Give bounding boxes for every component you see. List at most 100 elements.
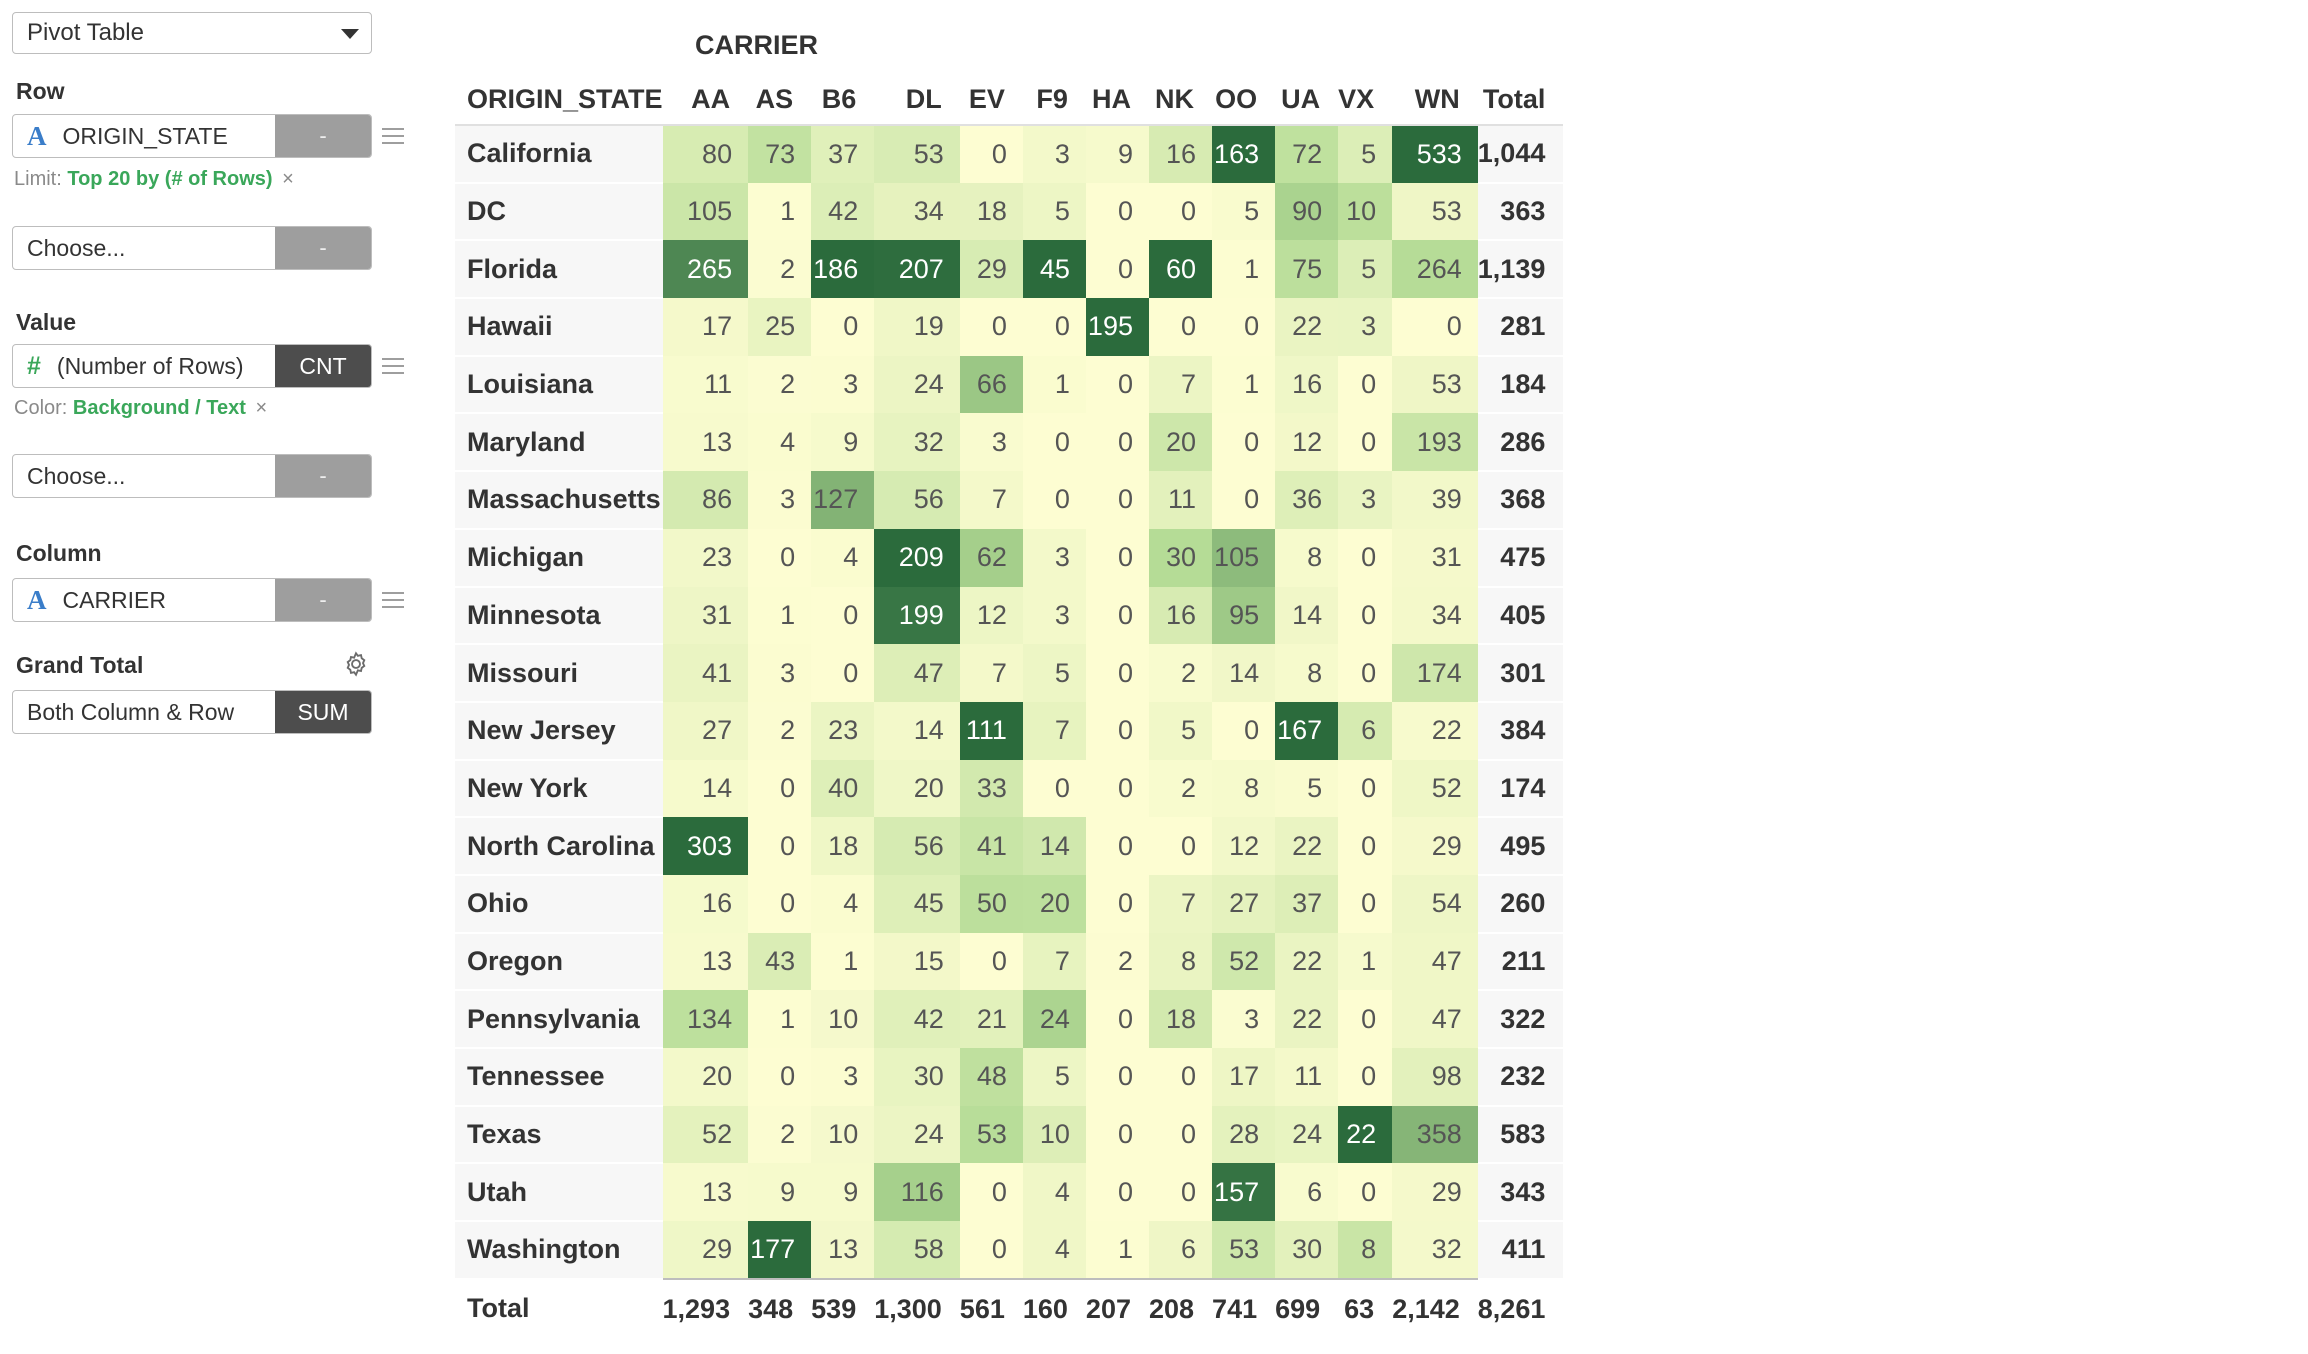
value-cell: 9 <box>811 1163 875 1222</box>
value-cell: 0 <box>1085 355 1149 414</box>
value-cell: 80 <box>662 125 749 183</box>
value-cell: 0 <box>748 528 812 587</box>
value-cell: 41 <box>959 817 1023 875</box>
value-cell: 0 <box>1085 874 1149 933</box>
value-cell: 0 <box>1085 1048 1149 1106</box>
row-label: Pennsylvania <box>455 990 663 1049</box>
value-cell: 7 <box>959 644 1023 702</box>
remove-color-icon[interactable]: × <box>255 397 268 419</box>
value-cell: 207 <box>874 240 960 299</box>
value-cell: 105 <box>1212 528 1276 587</box>
row-drag-handle-icon[interactable] <box>382 128 404 144</box>
value-cell: 5 <box>1022 644 1086 702</box>
value-cell: 0 <box>748 817 812 875</box>
row-field-button[interactable]: - <box>275 115 371 157</box>
value-cell: 72 <box>1275 125 1339 183</box>
table-row: California 80 73 37 53 0 3 9 16 163 72 5 533 1,044 <box>455 125 1564 184</box>
value-cell: 22 <box>1275 298 1339 356</box>
value-cell: 0 <box>1085 817 1149 875</box>
aggregation-button[interactable]: CNT <box>275 345 371 387</box>
value-cell: 7 <box>1022 932 1086 991</box>
row-label: Missouri <box>455 644 663 703</box>
value-cell: 2 <box>1085 932 1149 991</box>
value-cell: 105 <box>662 182 749 241</box>
value-cell: 29 <box>959 240 1023 299</box>
value-cell: 62 <box>959 528 1023 587</box>
value-drag-handle-icon[interactable] <box>382 358 404 374</box>
value-cell: 3 <box>1022 586 1086 645</box>
value-cell: 73 <box>748 125 812 183</box>
value-cell: 358 <box>1392 1105 1478 1164</box>
value-cell: 42 <box>811 182 875 241</box>
value-cell: 0 <box>1392 298 1478 356</box>
row-field[interactable]: A ORIGIN_STATE - <box>12 114 372 158</box>
row-total-cell: 384 <box>1477 701 1564 761</box>
remove-limit-icon[interactable]: × <box>282 168 294 190</box>
value-cell: 11 <box>1148 471 1213 529</box>
row-field-header: ORIGIN_STATE <box>467 84 663 114</box>
value-cell: 186 <box>811 240 875 299</box>
value-cell: 17 <box>662 298 749 356</box>
chart-type-select[interactable]: Pivot Table <box>12 12 372 54</box>
value-cell: 0 <box>1085 471 1149 529</box>
column-header: HA <box>1091 84 1131 114</box>
value-choose-placeholder[interactable]: Choose... <box>27 462 126 489</box>
grand-total-field[interactable]: Both Column & Row SUM <box>12 690 372 734</box>
value-choose-button[interactable]: - <box>275 455 371 497</box>
value-cell: 30 <box>874 1048 960 1106</box>
value-cell: 0 <box>959 1221 1023 1279</box>
value-cell: 111 <box>959 701 1023 760</box>
value-cell: 1 <box>1212 355 1276 414</box>
column-field-button[interactable]: - <box>275 579 371 621</box>
value-cell: 199 <box>874 586 960 645</box>
row-choose-button[interactable]: - <box>275 227 371 269</box>
column-total-cell: 63 <box>1344 1293 1375 1324</box>
value-choose-field[interactable]: Choose... - <box>12 454 372 498</box>
value-cell: 0 <box>1212 413 1276 472</box>
row-choose-placeholder[interactable]: Choose... <box>27 234 126 261</box>
row-label: North Carolina <box>455 817 663 876</box>
row-choose-field[interactable]: Choose... - <box>12 226 372 270</box>
column-field-name-area[interactable]: A CARRIER <box>13 579 275 621</box>
value-cell: 24 <box>874 1105 960 1164</box>
row-total-cell: 411 <box>1477 1221 1564 1280</box>
value-cell: 5 <box>1022 1048 1086 1106</box>
column-drag-handle-icon[interactable] <box>382 592 404 608</box>
value-cell: 14 <box>1212 644 1276 702</box>
value-cell: 9 <box>811 413 875 472</box>
value-field[interactable]: # (Number of Rows) CNT <box>12 344 372 388</box>
row-field-name-area[interactable]: A ORIGIN_STATE <box>13 115 275 157</box>
value-cell: 23 <box>811 701 875 760</box>
value-cell: 6 <box>1275 1163 1339 1222</box>
row-label: Maryland <box>455 413 663 473</box>
value-cell: 34 <box>1392 586 1478 645</box>
value-cell: 22 <box>1338 1105 1393 1164</box>
value-cell: 5 <box>1212 182 1276 241</box>
value-cell: 3 <box>1022 125 1086 183</box>
value-cell: 37 <box>1275 874 1339 933</box>
column-total-cell: 539 <box>811 1293 857 1324</box>
gear-icon[interactable] <box>342 650 370 678</box>
value-cell: 1 <box>1022 355 1086 414</box>
column-total-cell: 160 <box>1022 1293 1068 1324</box>
row-limit-link[interactable]: Top 20 by (# of Rows) <box>67 168 273 190</box>
column-total-cell: 1,300 <box>874 1293 942 1324</box>
column-field[interactable]: A CARRIER - <box>12 578 372 622</box>
value-cell: 22 <box>1275 990 1339 1048</box>
value-cell: 24 <box>1022 990 1086 1048</box>
value-cell: 40 <box>811 759 875 818</box>
grand-total-value[interactable]: Both Column & Row <box>27 698 235 725</box>
value-cell: 19 <box>874 298 960 356</box>
row-label: Texas <box>455 1105 663 1165</box>
value-cell: 13 <box>662 1163 749 1222</box>
column-total-cell: 699 <box>1275 1293 1321 1324</box>
value-cell: 20 <box>1148 413 1213 472</box>
value-color-link[interactable]: Background / Text <box>72 397 246 419</box>
table-row: Tennessee 20 0 3 30 48 5 0 0 17 11 0 98 232 <box>455 1048 1564 1107</box>
value-cell: 10 <box>1022 1105 1086 1164</box>
value-field-name-area[interactable]: # (Number of Rows) <box>13 345 275 387</box>
grand-total-agg-button[interactable]: SUM <box>275 691 371 733</box>
value-cell: 27 <box>1212 874 1276 933</box>
value-cell: 60 <box>1148 240 1213 299</box>
row-section-title: Row <box>16 78 65 104</box>
